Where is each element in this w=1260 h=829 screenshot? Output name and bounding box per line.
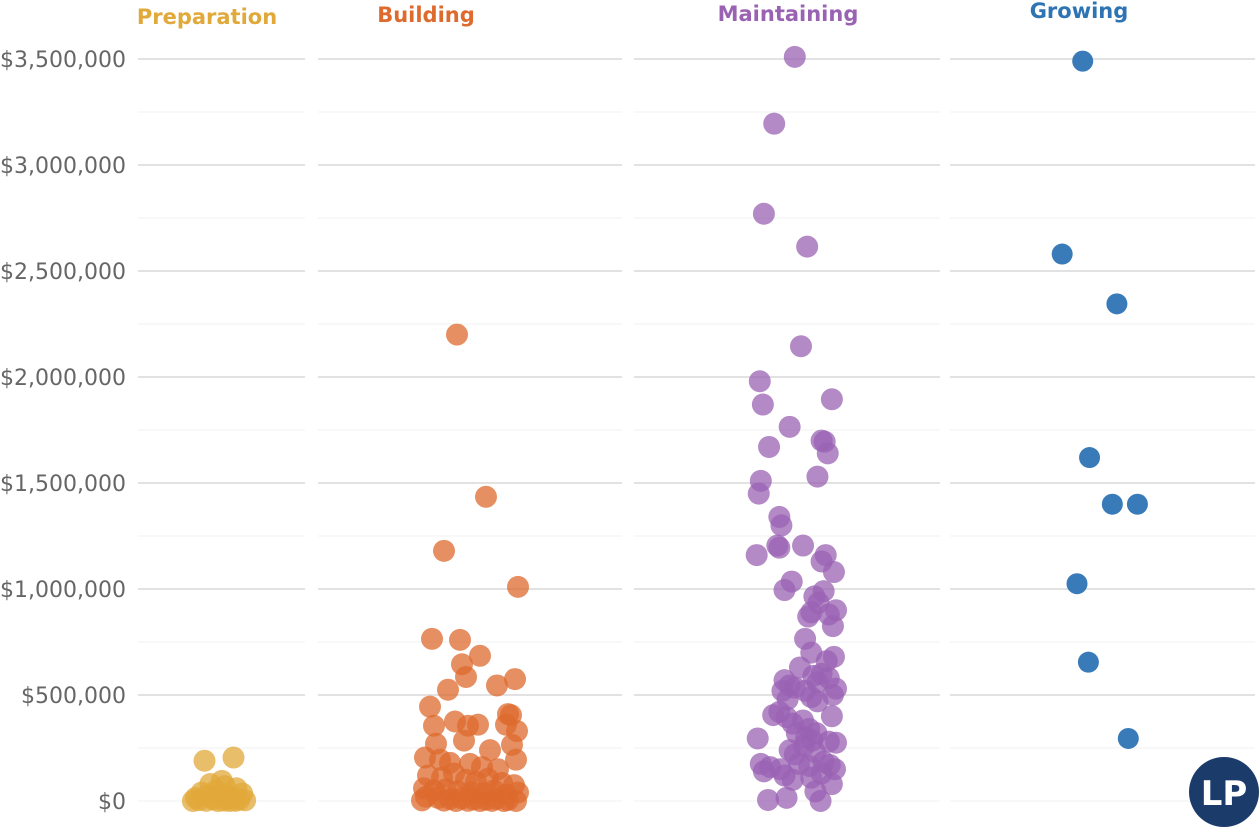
data-point-maintaining [745, 544, 768, 567]
data-point-building [445, 790, 467, 812]
data-point-building [421, 627, 443, 650]
panel-titles: Preparation Building Maintaining Growing [137, 0, 1128, 29]
data-point-growing [1051, 243, 1073, 265]
data-point-maintaining [806, 465, 829, 488]
data-point-building [486, 674, 508, 697]
y-tick-label: $0 [98, 790, 126, 815]
logo-badge [1189, 757, 1259, 827]
data-point-building [419, 695, 441, 718]
data-point-maintaining [747, 482, 770, 505]
y-tick-label: $3,500,000 [0, 48, 126, 73]
data-point-maintaining [748, 370, 771, 393]
data-point-building [479, 739, 501, 762]
data-point-growing [1066, 573, 1088, 595]
data-point-preparation [222, 746, 245, 769]
data-point-maintaining [751, 393, 774, 416]
y-tick-label: $3,000,000 [0, 154, 126, 179]
data-point-maintaining [789, 335, 812, 358]
data-point-growing [1106, 293, 1128, 315]
data-point-preparation [181, 790, 204, 812]
data-point-maintaining [773, 579, 796, 602]
data-point-maintaining [781, 768, 804, 791]
data-point-maintaining [792, 534, 815, 557]
panel-title-preparation: Preparation [137, 5, 277, 29]
data-point-building [504, 668, 526, 691]
data-point-maintaining [768, 536, 791, 559]
data-point-growing [1126, 493, 1148, 515]
data-point-maintaining [820, 705, 843, 728]
data-point-building [493, 790, 515, 812]
y-tick-label: $500,000 [21, 684, 126, 709]
data-point-growing [1101, 493, 1123, 515]
logo-text: LP [1201, 774, 1248, 814]
data-point-growing [1077, 651, 1099, 673]
data-point-building [423, 714, 445, 737]
data-points [181, 45, 1148, 812]
data-point-preparation [218, 790, 241, 812]
data-point-maintaining [800, 601, 823, 624]
data-point-maintaining [763, 112, 786, 135]
data-point-building [437, 678, 459, 701]
data-point-building [469, 790, 491, 812]
data-point-maintaining [752, 760, 775, 783]
y-tick-label: $1,500,000 [0, 472, 126, 497]
data-point-building [467, 713, 489, 736]
data-point-maintaining [822, 561, 845, 584]
data-point-maintaining [820, 773, 843, 796]
panel-title-maintaining: Maintaining [718, 2, 859, 26]
y-axis: $0 $500,000 $1,000,000 $1,500,000 $2,000,000… [0, 48, 126, 815]
data-point-building [453, 729, 475, 752]
data-point-building [475, 485, 497, 508]
data-point-maintaining [812, 580, 835, 603]
data-point-building [446, 323, 468, 346]
data-point-building [507, 575, 529, 598]
data-point-maintaining [820, 388, 843, 411]
data-point-maintaining [796, 235, 819, 258]
panel-title-building: Building [377, 3, 475, 27]
data-point-growing [1079, 447, 1101, 469]
data-point-maintaining [783, 45, 806, 68]
data-point-maintaining [825, 731, 847, 754]
data-point-maintaining [806, 690, 829, 713]
data-point-maintaining [775, 786, 798, 809]
data-point-maintaining [821, 615, 844, 638]
data-point-building [433, 539, 455, 562]
data-point-building [411, 789, 433, 812]
data-point-building [449, 628, 471, 651]
y-tick-label: $1,000,000 [0, 578, 126, 603]
data-point-maintaining [746, 727, 769, 750]
data-point-maintaining [778, 415, 801, 438]
data-point-building [505, 748, 527, 771]
data-point-building [469, 644, 491, 667]
data-point-maintaining [770, 514, 793, 537]
data-point-maintaining [758, 435, 781, 458]
data-point-maintaining [752, 202, 775, 225]
brand-logo: LP [1189, 757, 1259, 827]
data-point-maintaining [809, 790, 832, 812]
grid-lines [138, 58, 1255, 802]
data-point-maintaining [816, 442, 839, 465]
data-point-maintaining [825, 677, 847, 700]
data-point-maintaining [757, 788, 780, 811]
panel-title-growing: Growing [1030, 0, 1129, 23]
y-tick-label: $2,000,000 [0, 366, 126, 391]
data-point-building [455, 665, 477, 688]
data-point-growing [1072, 50, 1094, 72]
data-point-growing [1117, 727, 1139, 749]
data-point-preparation [193, 749, 216, 772]
y-tick-label: $2,500,000 [0, 260, 126, 285]
